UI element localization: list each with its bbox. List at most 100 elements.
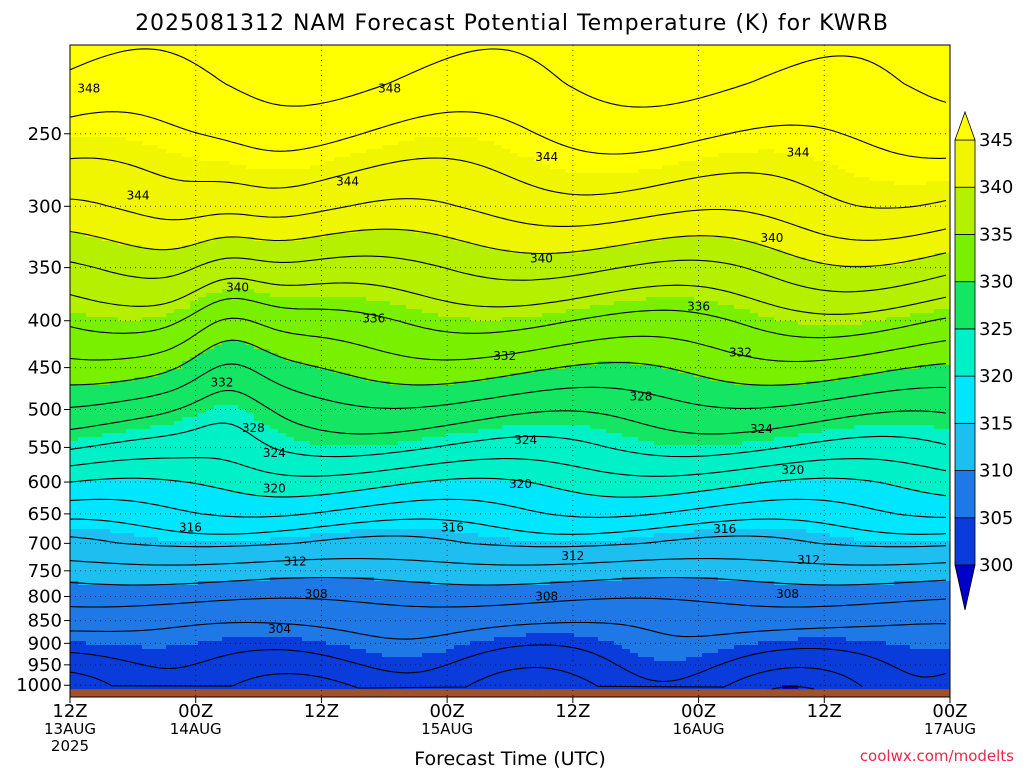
fill-cell	[102, 237, 214, 242]
fill-cell	[454, 237, 662, 242]
fill-cell	[918, 489, 950, 494]
fill-cell	[70, 89, 950, 94]
fill-cell	[70, 105, 950, 110]
fill-cell	[734, 381, 806, 386]
fill-cell	[70, 65, 950, 70]
fill-cell	[142, 141, 398, 146]
fill-cell	[526, 633, 574, 638]
y-tick-label: 450	[28, 358, 62, 379]
fill-cell	[806, 381, 950, 386]
fill-cell	[70, 577, 270, 582]
ground-rect	[70, 689, 950, 697]
fill-cell	[70, 213, 950, 218]
fill-cell	[70, 249, 510, 254]
fill-cell	[70, 353, 198, 358]
fill-cell	[542, 161, 678, 166]
fill-cell	[70, 321, 798, 326]
fill-cell	[582, 249, 782, 254]
fill-cell	[350, 153, 518, 158]
fill-cell	[70, 493, 254, 498]
contour-326	[69, 389, 947, 435]
fill-cell	[70, 621, 950, 626]
fill-cell	[798, 433, 950, 438]
colorbar-bin	[954, 234, 976, 283]
fill-cell	[534, 369, 678, 374]
contour-310	[69, 576, 947, 586]
fill-cell	[70, 341, 222, 346]
fill-cell	[70, 641, 86, 646]
fill-cell	[614, 641, 758, 646]
fill-cell	[350, 645, 454, 650]
fill-cell	[70, 45, 950, 50]
fill-cell	[422, 437, 638, 442]
fill-cell	[334, 369, 534, 374]
fill-cell	[478, 429, 606, 434]
fill-cell	[382, 653, 422, 658]
fill-cell	[326, 161, 542, 166]
fill-cell	[86, 313, 166, 318]
fill-cell	[806, 529, 950, 534]
fill-cell	[78, 437, 294, 442]
fill-cell	[390, 301, 614, 306]
fill-cell	[806, 257, 918, 262]
contour-306	[69, 621, 946, 640]
fill-cell	[206, 409, 246, 414]
fill-cell	[622, 645, 734, 650]
fill-cell	[654, 441, 742, 446]
fill-cell	[886, 369, 950, 374]
fill-cell	[70, 505, 950, 510]
fill-cell	[70, 585, 950, 590]
fill-cell	[278, 429, 478, 434]
fill-cell	[158, 145, 382, 150]
colorbar-bin	[954, 470, 976, 519]
fill-cell	[374, 577, 622, 582]
fill-cell	[270, 425, 502, 430]
fill-cell	[494, 141, 950, 146]
x-tick-label: 13AUG	[44, 720, 96, 738]
fill-cell	[718, 577, 950, 582]
fill-cell	[518, 153, 718, 158]
colorbar-bin	[954, 517, 976, 566]
fill-cell	[166, 149, 366, 154]
fill-cell	[182, 417, 254, 422]
fill-cell	[846, 169, 950, 174]
fill-cell	[70, 397, 950, 402]
fill-cell	[654, 657, 686, 662]
fill-cell	[70, 413, 198, 418]
fill-cell	[70, 69, 950, 74]
fill-cell	[70, 273, 950, 278]
fill-cell	[502, 317, 774, 322]
contour-300	[771, 686, 815, 690]
y-tick-label: 400	[28, 311, 62, 332]
fill-cell	[822, 261, 902, 266]
x-tick-label: 14AUG	[170, 720, 222, 738]
contour-label: 332	[493, 349, 516, 363]
fill-cell	[422, 309, 566, 314]
fill-cell	[70, 57, 950, 62]
fill-cell	[550, 165, 662, 170]
fill-cell	[750, 309, 934, 314]
fill-cell	[830, 161, 950, 166]
fill-cell	[662, 237, 734, 242]
colorbar: 300 305 310 315 320 325 330 335 340 345	[954, 110, 1013, 611]
contour-label: 312	[797, 553, 820, 567]
fill-cell	[70, 673, 950, 678]
fill-cell	[70, 429, 126, 434]
fill-cell	[70, 85, 950, 90]
x-tick-label: 17AUG	[924, 720, 976, 738]
theta-fill	[70, 45, 950, 698]
fill-cell	[678, 369, 886, 374]
fill-cell	[70, 121, 950, 126]
colorbar-label: 335	[979, 224, 1013, 245]
fill-cell	[70, 49, 950, 54]
fill-cell	[198, 413, 254, 418]
fill-cell	[238, 405, 950, 410]
fill-cell	[70, 221, 950, 226]
fill-cell	[70, 521, 950, 526]
fill-cell	[70, 665, 950, 670]
contour-316	[70, 518, 947, 535]
colorbar-bin	[954, 328, 976, 377]
fill-cell	[566, 489, 702, 494]
fill-cell	[70, 129, 950, 134]
